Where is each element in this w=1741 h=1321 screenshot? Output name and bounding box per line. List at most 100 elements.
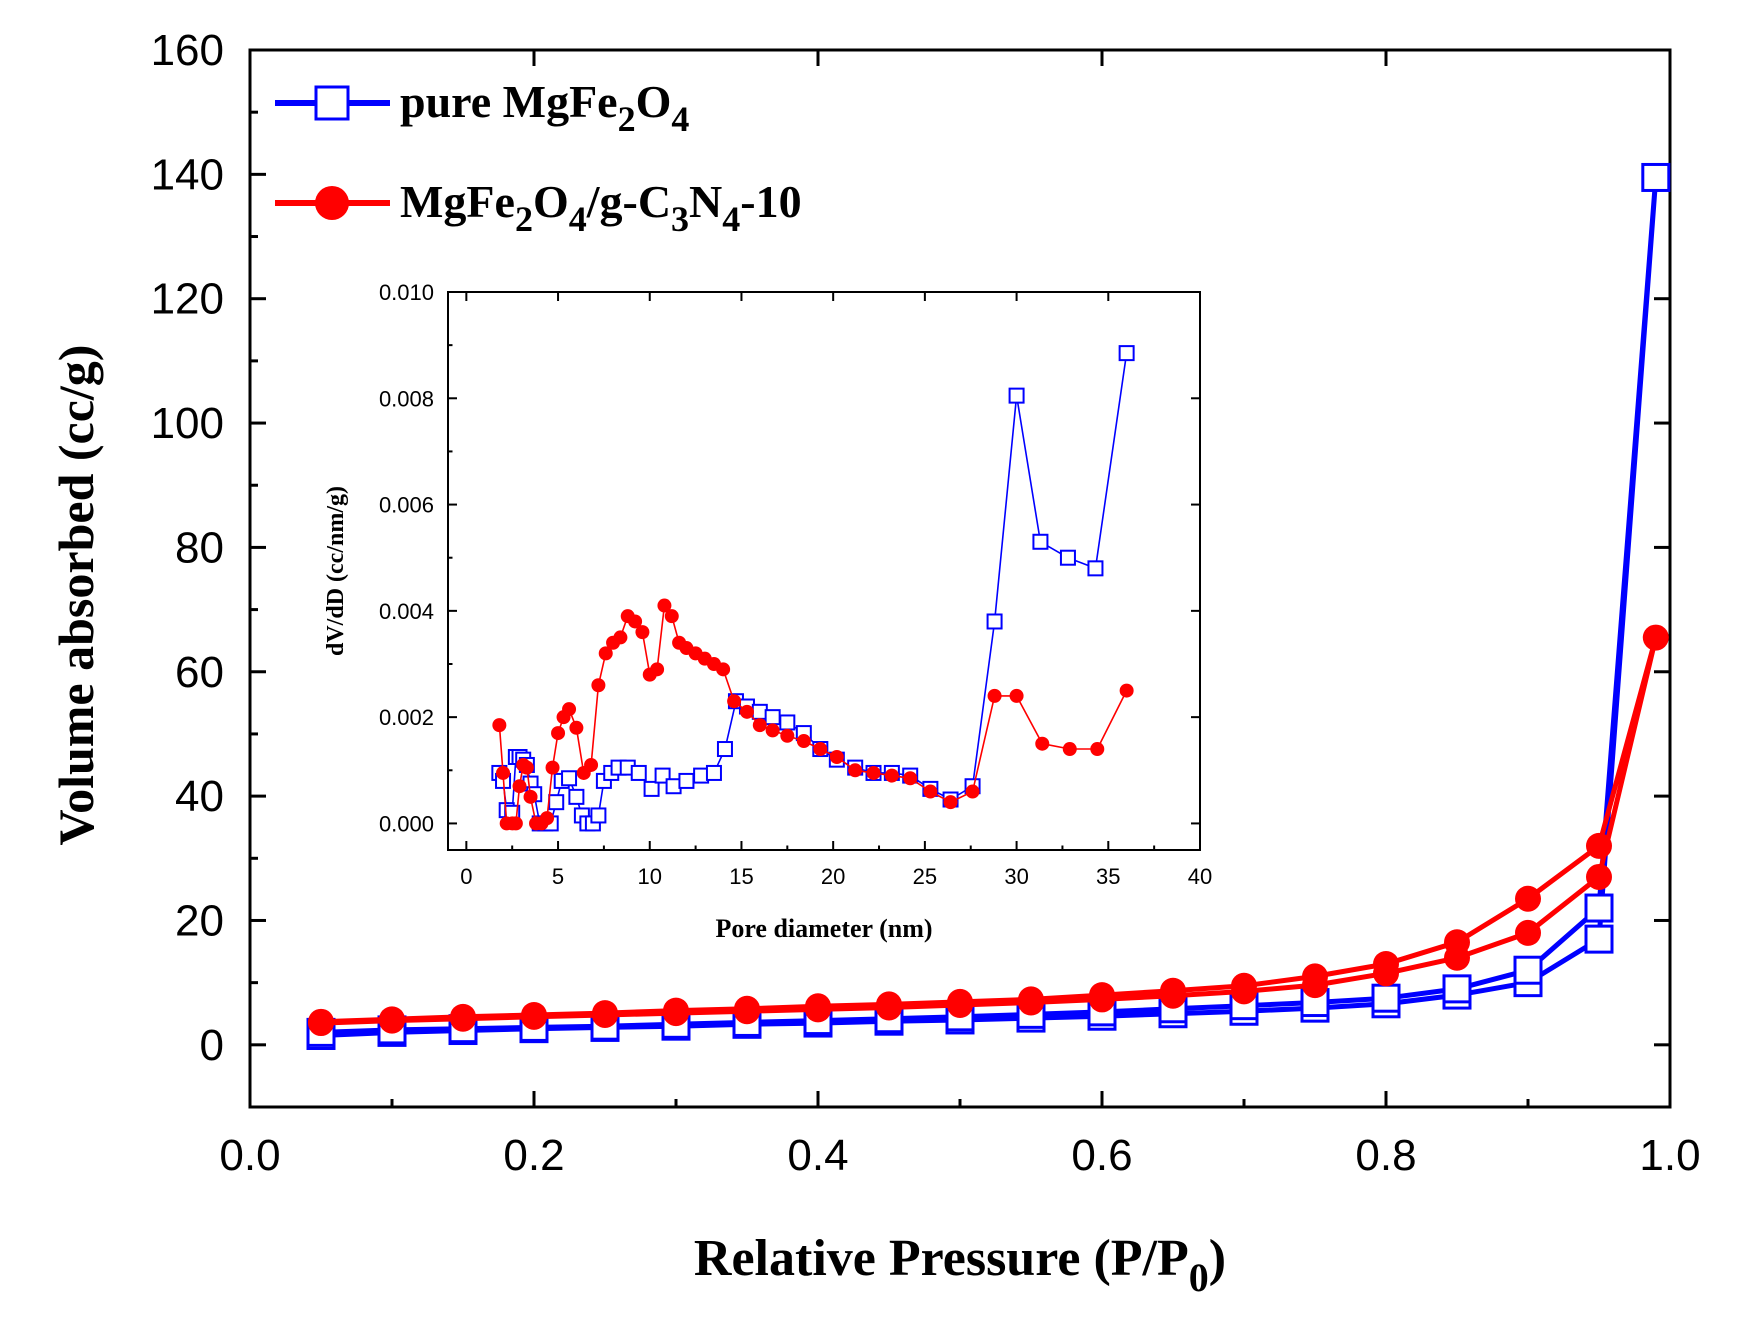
main-data-point [1515,885,1541,912]
main-legend: pure MgFe2O4 MgFe2O4/g-C3N4-10 [275,76,802,239]
main-x-tick-label: 0.2 [503,1131,564,1180]
main-data-point [379,1006,405,1033]
inset-data-point [1118,345,1135,362]
inset-data-point [765,723,780,738]
inset-x-tick-label: 5 [552,864,564,889]
main-data-point [1373,950,1399,977]
inset-data-point [561,770,578,787]
inset-y-tick-label: 0.004 [379,599,434,624]
main-data-point [1371,983,1401,1013]
inset-y-tick-label: 0.000 [379,811,434,836]
main-data-point [1642,624,1669,651]
main-plot: 0.0 0.2 0.4 0.6 0.8 1.0 020406080100120140160… [48,26,1701,1300]
inset-data-point [590,807,607,824]
inset-y-tick-label: 0.006 [379,493,434,518]
inset-data-point [848,763,863,778]
inset-x-tick-label: 0 [460,864,472,889]
main-series-layer [306,162,1671,1050]
inset-data-point [519,760,534,775]
inset-plot-background [448,292,1200,850]
inset-x-tick-label: 35 [1096,864,1120,889]
inset-data-point [1059,549,1076,566]
main-data-point [1584,924,1614,954]
inset-data-point [598,646,613,661]
inset-data-point [584,757,599,772]
inset-data-point [545,760,560,775]
main-y-tick-label: 100 [151,399,224,448]
inset-x-tick-label: 25 [913,864,937,889]
main-data-point [1160,977,1186,1004]
inset-x-axis-ticks: 0 5 10 15 20 25 30 35 40 [460,292,1212,889]
main-data-point [663,997,689,1024]
main-y-tick-label: 80 [175,523,224,572]
main-data-point [876,991,902,1018]
inset-data-point [1090,742,1105,757]
main-data-point [947,988,973,1015]
main-y-tick-label: 40 [175,772,224,821]
inset-data-point [752,718,767,733]
inset-data-point [492,718,507,733]
inset-y-axis-ticks: 0.000 0.002 0.004 0.006 0.008 0.010 [379,280,1200,836]
inset-data-point [496,765,511,780]
inset-data-point [569,720,584,735]
main-x-tick-label: 0.8 [1355,1131,1416,1180]
inset-data-point [613,630,628,645]
inset-data-point [796,734,811,749]
inset-data-point [523,789,538,804]
inset-data-point [551,726,566,741]
inset-plot: 0 5 10 15 20 25 30 35 40 0.0000.0020.0040.0060.0… [323,280,1212,943]
inset-data-point [628,614,643,629]
inset-data-point [664,609,679,624]
inset-data-point [1035,736,1050,751]
main-x-tick-label: 0.6 [1071,1131,1132,1180]
main-data-point [1586,832,1612,859]
main-y-axis-label: Volume absorbed (cc/g) [48,345,104,846]
inset-data-point [923,784,938,799]
inset-x-tick-label: 40 [1188,864,1212,889]
main-data-point [450,1003,476,1030]
inset-y-axis-label: dV/dD (cc/nm/g) [323,486,349,656]
inset-series-layer [491,345,1135,832]
inset-data-point [764,709,781,726]
inset-data-point [965,784,980,799]
inset-data-point [903,771,918,786]
inset-data-point [1009,688,1024,703]
main-data-point [734,995,760,1022]
main-data-point [521,1001,547,1028]
main-data-point [1442,974,1472,1004]
legend-label-mgfe2o4-gc3n4-10: MgFe2O4/g-C3N4-10 [400,176,802,239]
inset-data-point [591,678,606,693]
main-data-point [1018,986,1044,1013]
inset-x-tick-label: 20 [821,864,845,889]
inset-x-tick-label: 15 [729,864,753,889]
main-data-point [1641,162,1671,192]
inset-data-point [643,780,660,797]
inset-data-point [1087,560,1104,577]
inset-series-mgfe2o4-g-c3n4-10 [492,598,1134,831]
inset-data-point [779,714,796,731]
inset-data-point [650,662,665,677]
main-y-tick-label: 160 [151,26,224,75]
main-data-point [1584,893,1614,923]
inset-data-point [1062,742,1077,757]
legend-entry-mgfe2o4-gc3n4-10: MgFe2O4/g-C3N4-10 [275,176,802,239]
inset-x-tick-label: 30 [1004,864,1028,889]
inset-data-point [508,816,523,831]
inset-data-point [562,702,577,717]
inset-data-point [727,694,742,709]
main-y-tick-label: 0 [200,1021,224,1070]
inset-data-point [705,764,722,781]
main-y-tick-label: 20 [175,896,224,945]
inset-data-point [829,750,844,764]
main-y-tick-label: 120 [151,275,224,324]
legend-marker-filled-circle [315,186,349,220]
inset-data-point [884,768,899,783]
inset-data-point [1119,683,1134,698]
main-x-axis-label: Relative Pressure (P/P0) [694,1230,1226,1300]
main-data-point [1513,955,1543,985]
inset-data-point [540,811,555,826]
inset-data-point [548,794,565,811]
inset-data-point [630,764,647,781]
